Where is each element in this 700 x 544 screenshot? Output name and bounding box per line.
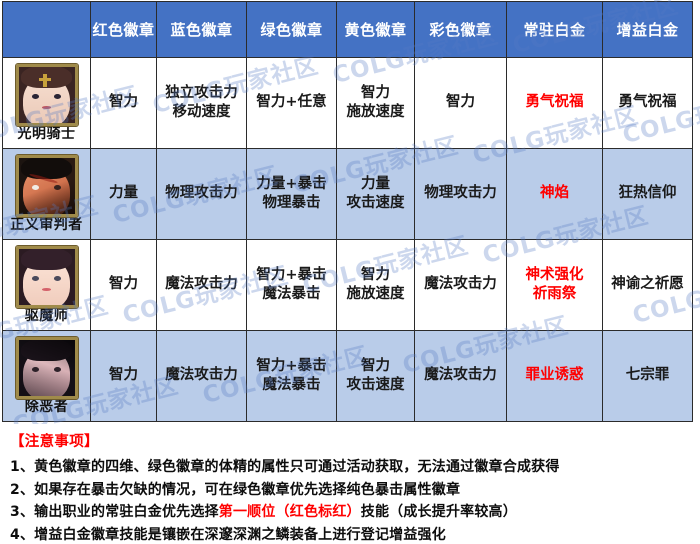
- cell-platinum-buff: 七宗罪: [602, 330, 693, 422]
- cell-platinum-permanent: 神术强化 祈雨祭: [506, 239, 603, 331]
- cell-yellow-badge: 智力 攻击速度: [336, 330, 415, 422]
- cell-green-badge: 智力+任意: [246, 57, 337, 149]
- notes-section: 【注意事项】 1、黄色徽章的四维、绿色徽章的体精的属性只可通过活动获取，无法通过…: [2, 424, 692, 544]
- cell-green-badge: 智力+暴击 魔法暴击: [246, 239, 337, 331]
- header-cell-blue-badge: 蓝色徽章: [156, 1, 247, 58]
- character-portrait-icon: [14, 153, 79, 218]
- cell-platinum-permanent: 神焰: [506, 148, 603, 240]
- cell-color-badge: 魔法攻击力: [414, 239, 507, 331]
- note-line-2: 2、如果存在暴击欠缺的情况，可在绿色徽章优先选择纯色暴击属性徽章: [10, 481, 461, 498]
- note-3-highlight: 第一顺位（红色标红）: [218, 504, 361, 521]
- table-header: 红色徽章 蓝色徽章 绿色徽章 黄色徽章 彩色徽章 常驻白金 增益白金: [2, 1, 693, 58]
- character-portrait-icon: [14, 335, 79, 400]
- note-3-suffix: 技能（成长提升率较高）: [360, 504, 517, 521]
- cell-blue-badge: 物理攻击力: [156, 148, 247, 240]
- notes-title: 【注意事项】: [10, 434, 99, 450]
- header-cell-character: [2, 1, 91, 58]
- character-name: 光明骑士: [17, 125, 76, 142]
- note-line-1: 1、黄色徽章的四维、绿色徽章的体精的属性只可通过活动获取，无法通过徽章合成获得: [10, 459, 560, 475]
- cell-platinum-permanent: 勇气祝福: [506, 57, 603, 149]
- cell-red-badge: 智力: [90, 330, 157, 422]
- character-portrait-icon: [14, 244, 79, 309]
- cell-platinum-buff: 神谕之祈愿: [602, 239, 693, 331]
- cell-red-badge: 力量: [90, 148, 157, 240]
- cell-blue-badge: 独立攻击力 移动速度: [156, 57, 247, 149]
- table-body: 光明骑士 智力 独立攻击力 移动速度 智力+任意 智力 施放速度 智力 勇气祝福 勇…: [2, 57, 693, 422]
- character-name: 驱魔师: [24, 307, 69, 324]
- cell-platinum-buff: 勇气祝福: [602, 57, 693, 149]
- note-line-3: 3、输出职业的常驻白金优先选择第一顺位（红色标红）技能（成长提升率较高）: [10, 501, 692, 524]
- badge-table: 红色徽章 蓝色徽章 绿色徽章 黄色徽章 彩色徽章 常驻白金 增益白金: [2, 1, 693, 422]
- note-3-prefix: 3、输出职业的常驻白金优先选择: [10, 504, 219, 521]
- table-row: 正义审判者 力量 物理攻击力 力量+暴击 物理暴击 力量 攻击速度 物理攻击力 神焰…: [2, 148, 693, 240]
- table-row: 驱魔师 智力 魔法攻击力 智力+暴击 魔法暴击 智力 施放速度 魔法攻击力 神术强化…: [2, 239, 693, 331]
- cell-yellow-badge: 智力 施放速度: [336, 239, 415, 331]
- cell-green-badge: 力量+暴击 物理暴击: [246, 148, 337, 240]
- cell-color-badge: 魔法攻击力: [414, 330, 507, 422]
- header-cell-color-badge: 彩色徽章: [414, 1, 507, 58]
- header-cell-green-badge: 绿色徽章: [246, 1, 337, 58]
- character-cell: 除恶者: [2, 330, 91, 422]
- cell-green-badge: 智力+暴击 魔法暴击: [246, 330, 337, 422]
- cell-yellow-badge: 力量 攻击速度: [336, 148, 415, 240]
- cell-yellow-badge: 智力 施放速度: [336, 57, 415, 149]
- cell-blue-badge: 魔法攻击力: [156, 330, 247, 422]
- badge-table-wrapper: 红色徽章 蓝色徽章 绿色徽章 黄色徽章 彩色徽章 常驻白金 增益白金: [2, 1, 693, 422]
- header-cell-yellow-badge: 黄色徽章: [336, 1, 415, 58]
- header-row: 红色徽章 蓝色徽章 绿色徽章 黄色徽章 彩色徽章 常驻白金 增益白金: [2, 1, 693, 58]
- character-name: 除恶者: [24, 398, 69, 415]
- cell-blue-badge: 魔法攻击力: [156, 239, 247, 331]
- table-row: 除恶者 智力 魔法攻击力 智力+暴击 魔法暴击 智力 攻击速度 魔法攻击力 罪业诱惑…: [2, 330, 693, 422]
- note-line-4: 4、增益白金徽章技能是镶嵌在深邃深渊之鳞装备上进行登记增益强化: [10, 527, 446, 544]
- cell-color-badge: 物理攻击力: [414, 148, 507, 240]
- cell-platinum-permanent: 罪业诱惑: [506, 330, 603, 422]
- cell-red-badge: 智力: [90, 239, 157, 331]
- header-cell-platinum-buff: 增益白金: [602, 1, 693, 58]
- character-cell: 光明骑士: [2, 57, 91, 149]
- table-row: 光明骑士 智力 独立攻击力 移动速度 智力+任意 智力 施放速度 智力 勇气祝福 勇…: [2, 57, 693, 149]
- cell-color-badge: 智力: [414, 57, 507, 149]
- cell-red-badge: 智力: [90, 57, 157, 149]
- character-portrait-icon: [14, 62, 79, 127]
- header-cell-red-badge: 红色徽章: [90, 1, 157, 58]
- header-cell-platinum-permanent: 常驻白金: [506, 1, 603, 58]
- character-cell: 正义审判者: [2, 148, 91, 240]
- character-name: 正义审判者: [10, 216, 83, 233]
- character-cell: 驱魔师: [2, 239, 91, 331]
- cell-platinum-buff: 狂热信仰: [602, 148, 693, 240]
